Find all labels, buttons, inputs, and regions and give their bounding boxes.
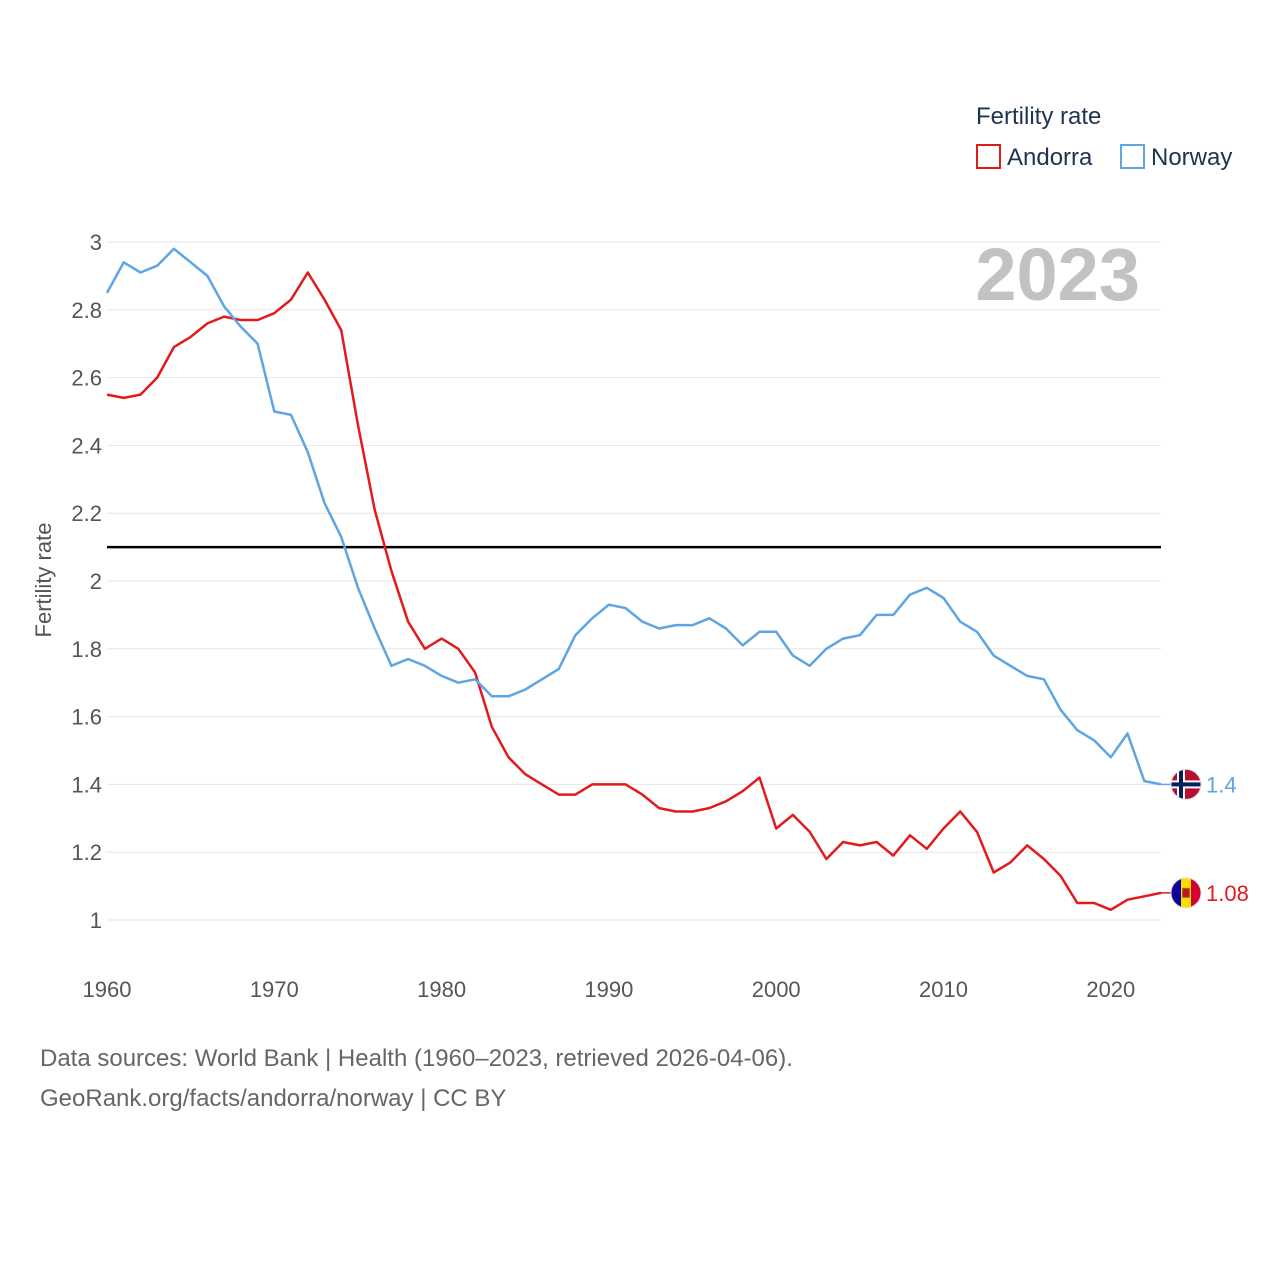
x-tick-label: 1980 — [417, 977, 466, 1002]
y-axis-ticks: 1 1.2 1.4 1.6 1.8 2 2.2 2.4 2.6 2.8 3 — [71, 230, 102, 933]
footer-sources: Data sources: World Bank | Health (1960–… — [40, 1045, 793, 1072]
x-tick-label: 2010 — [919, 977, 968, 1002]
end-markers: 1.08 1.4 — [1161, 768, 1249, 909]
andorra-flag-icon — [1170, 877, 1202, 909]
fertility-chart: Fertility rate Andorra Norway 1 1.2 1.4 1.6… — [31, 103, 1249, 1002]
x-tick-label: 2000 — [752, 977, 801, 1002]
y-tick-label: 3 — [90, 230, 102, 255]
series-line-norway[interactable] — [105, 247, 1162, 786]
y-tick-label: 2 — [90, 569, 102, 594]
y-tick-label: 2.8 — [71, 298, 102, 323]
x-tick-label: 1990 — [584, 977, 633, 1002]
legend-swatch-norway — [1120, 144, 1145, 169]
y-tick-label: 1 — [90, 908, 102, 933]
x-tick-label: 2020 — [1086, 977, 1135, 1002]
y-axis-label: Fertility rate — [31, 523, 56, 638]
series-lines — [105, 247, 1162, 912]
legend-title: Fertility rate — [976, 103, 1101, 130]
legend-item-andorra[interactable]: Andorra — [976, 144, 1093, 171]
year-label: 2023 — [975, 233, 1140, 316]
y-tick-label: 2.2 — [71, 501, 102, 526]
legend-label-norway: Norway — [1151, 144, 1232, 171]
y-tick-label: 1.8 — [71, 637, 102, 662]
series-line-andorra[interactable] — [106, 271, 1162, 912]
legend-item-norway[interactable]: Norway — [1120, 144, 1232, 171]
legend-swatch-andorra — [976, 144, 1001, 169]
y-tick-label: 2.6 — [71, 366, 102, 391]
x-tick-label: 1960 — [83, 977, 132, 1002]
footer-credit[interactable]: GeoRank.org/facts/andorra/norway | CC BY — [40, 1085, 507, 1112]
gridlines — [107, 241, 1161, 921]
norway-flag-icon — [1170, 768, 1202, 800]
y-tick-label: 1.6 — [71, 705, 102, 730]
end-value-label-norway: 1.4 — [1206, 772, 1237, 797]
legend-label-andorra: Andorra — [1007, 144, 1093, 171]
end-value-label-andorra: 1.08 — [1206, 881, 1249, 906]
y-tick-label: 1.4 — [71, 772, 102, 797]
y-tick-label: 1.2 — [71, 840, 102, 865]
x-axis-ticks: 1960 1970 1980 1990 2000 2010 2020 — [83, 977, 1136, 1002]
x-tick-label: 1970 — [250, 977, 299, 1002]
y-tick-label: 2.4 — [71, 433, 102, 458]
